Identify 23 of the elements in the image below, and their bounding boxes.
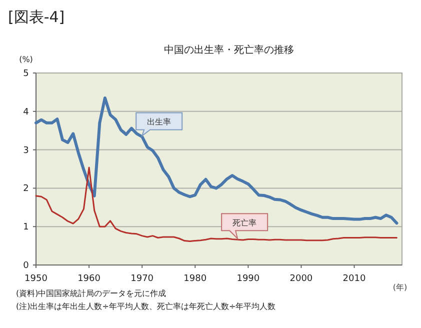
y-tick-label: 1: [23, 222, 29, 233]
line-series: [35, 166, 398, 242]
x-tick-label: 2000: [290, 274, 313, 284]
text: [図表-4]: [8, 8, 65, 26]
x-tick-label: 1990: [236, 274, 260, 284]
chart-title: 中国の出生率・死亡率の推移: [164, 44, 294, 56]
series-label: 出生率: [147, 118, 172, 127]
x-tick-label: 1960: [78, 274, 101, 284]
y-tick-label: 3: [23, 146, 29, 156]
y-tick-label: 5: [23, 69, 29, 79]
text: (注)出生率は年出生人数÷年平均人数、死亡率は年死亡人数÷年平均人数: [16, 302, 276, 311]
x-axis-title: (年): [392, 283, 408, 292]
y-axis-title: (%): [19, 55, 33, 64]
series-label: 死亡率: [232, 218, 257, 228]
x-tick-label: 1970: [130, 274, 154, 284]
x-tick-label: 1950: [24, 274, 48, 284]
y-tick-label: 0: [23, 261, 30, 271]
x-tick-label: 2010: [342, 274, 366, 284]
y-tick-label: 2: [23, 184, 29, 194]
x-tick-label: 1980: [184, 274, 207, 284]
line-series: [34, 96, 398, 225]
y-tick-label: 4: [23, 107, 30, 118]
text: (資料)中国国家統計局のデータを元に作成: [16, 289, 166, 298]
